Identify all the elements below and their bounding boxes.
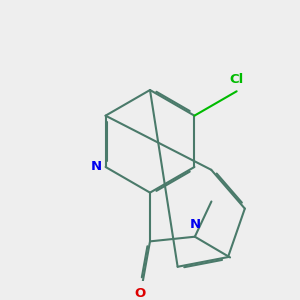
Text: N: N [189, 218, 200, 231]
Text: Cl: Cl [230, 73, 244, 86]
Text: N: N [91, 160, 102, 173]
Text: O: O [134, 286, 146, 299]
